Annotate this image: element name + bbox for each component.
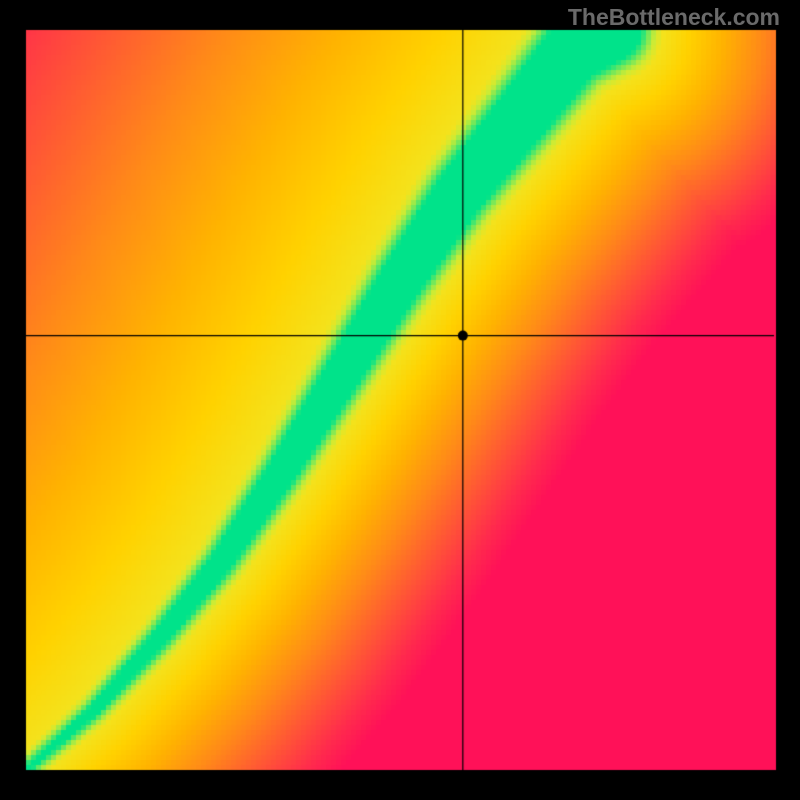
chart-container: TheBottleneck.com	[0, 0, 800, 800]
heatmap-canvas	[0, 0, 800, 800]
